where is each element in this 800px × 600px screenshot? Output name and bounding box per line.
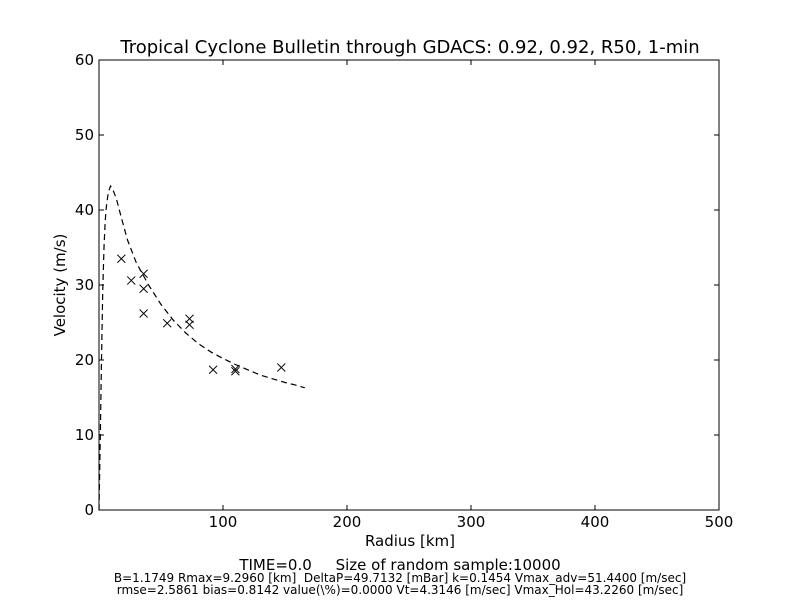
y-tick-label: 60 bbox=[75, 51, 94, 69]
observation-point bbox=[185, 314, 194, 324]
observation-point bbox=[185, 320, 194, 330]
footer-line-1: TIME=0.0 Size of random sample:10000 bbox=[238, 556, 560, 574]
plot-frame bbox=[98, 59, 720, 511]
footer-line-2: B=1.1749 Rmax=9.2960 [km] DeltaP=49.7132… bbox=[114, 571, 686, 585]
observation-point bbox=[117, 254, 126, 264]
chart-title: Tropical Cyclone Bulletin through GDACS:… bbox=[119, 37, 699, 58]
y-tick-label: 20 bbox=[75, 351, 94, 369]
observation-point bbox=[139, 269, 148, 279]
x-tick-label: 100 bbox=[209, 513, 238, 531]
y-tick-label: 50 bbox=[75, 126, 94, 144]
x-axis-label: Radius [km] bbox=[365, 532, 455, 550]
y-tick-label: 10 bbox=[75, 426, 94, 444]
y-axis-label: Velocity (m/s) bbox=[51, 234, 69, 337]
observation-point bbox=[162, 318, 172, 328]
x-tick-label: 300 bbox=[457, 513, 486, 531]
footer-line-3: rmse=2.5861 bias=0.8142 value(\%)=0.0000… bbox=[117, 583, 684, 597]
y-tick-label: 0 bbox=[84, 501, 94, 519]
observation-point bbox=[276, 363, 286, 372]
model-profile-line bbox=[98, 184, 305, 511]
observation-point bbox=[208, 365, 218, 375]
x-tick-label: 400 bbox=[581, 513, 610, 531]
observation-point bbox=[231, 364, 240, 374]
x-tick-label: 200 bbox=[333, 513, 362, 531]
observation-point bbox=[231, 366, 240, 376]
observation-point bbox=[139, 309, 148, 318]
y-tick-label: 40 bbox=[75, 201, 94, 219]
x-axis-ticks: 100 200 300 400 500 bbox=[209, 60, 734, 531]
observation-point bbox=[139, 284, 148, 294]
y-axis-ticks: 0 10 20 30 40 50 60 bbox=[75, 51, 719, 519]
x-tick-label: 500 bbox=[705, 513, 734, 531]
y-tick-label: 30 bbox=[75, 276, 94, 294]
observation-point bbox=[126, 276, 136, 285]
plot-marks bbox=[98, 184, 305, 511]
